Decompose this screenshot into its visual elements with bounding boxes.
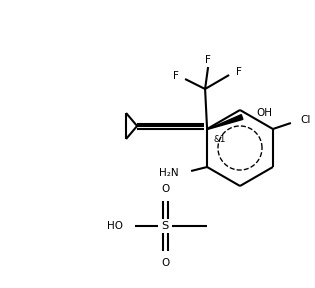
Text: O: O: [161, 258, 169, 268]
Text: &1: &1: [213, 134, 226, 143]
Text: HO: HO: [107, 221, 123, 231]
Text: F: F: [205, 55, 211, 65]
Text: H₂N: H₂N: [159, 168, 179, 178]
Text: OH: OH: [256, 108, 272, 118]
Text: O: O: [161, 184, 169, 194]
Text: Cl: Cl: [300, 115, 310, 125]
Text: F: F: [173, 71, 179, 81]
Text: F: F: [236, 67, 242, 77]
Text: S: S: [161, 221, 169, 231]
Polygon shape: [207, 115, 243, 130]
